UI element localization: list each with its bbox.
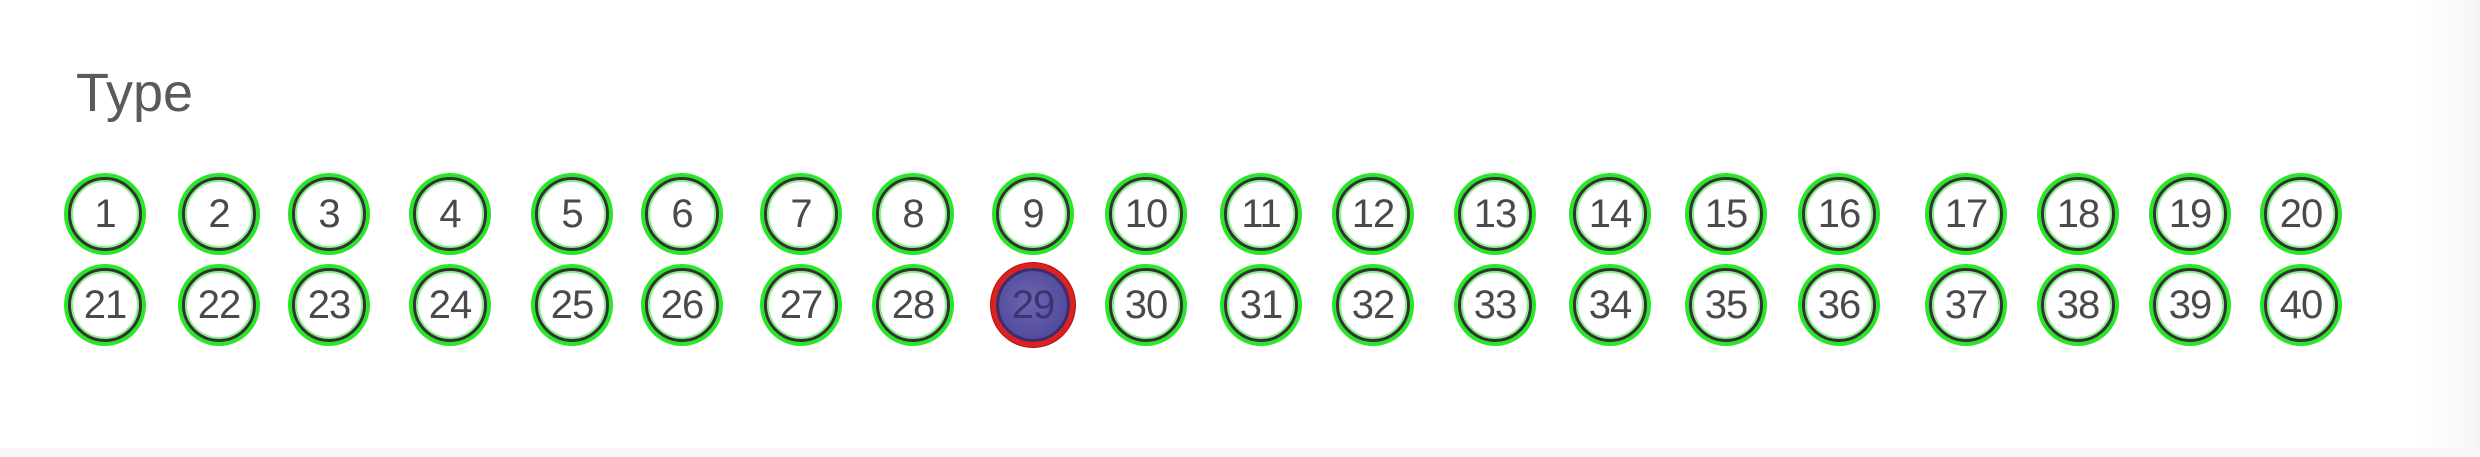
choice-bubble-21[interactable]: 21 <box>68 268 142 342</box>
choice-bubble-37[interactable]: 37 <box>1929 268 2003 342</box>
choice-bubble-28[interactable]: 28 <box>876 268 950 342</box>
choice-bubble-14[interactable]: 14 <box>1573 177 1647 251</box>
choice-bubble-32[interactable]: 32 <box>1336 268 1410 342</box>
choice-bubble-4[interactable]: 4 <box>413 177 487 251</box>
page-bottom-shadow <box>0 448 2480 457</box>
choice-bubble-23[interactable]: 23 <box>292 268 366 342</box>
choice-bubble-13[interactable]: 13 <box>1458 177 1532 251</box>
choice-bubble-35[interactable]: 35 <box>1689 268 1763 342</box>
choice-bubble-16[interactable]: 16 <box>1802 177 1876 251</box>
choice-bubble-7[interactable]: 7 <box>764 177 838 251</box>
section-title: Type <box>76 63 194 123</box>
choice-bubble-17[interactable]: 17 <box>1929 177 2003 251</box>
choice-bubble-22[interactable]: 22 <box>182 268 256 342</box>
choice-bubble-2[interactable]: 2 <box>182 177 256 251</box>
choice-bubble-10[interactable]: 10 <box>1109 177 1183 251</box>
choice-bubble-18[interactable]: 18 <box>2041 177 2115 251</box>
choice-bubble-40[interactable]: 40 <box>2264 268 2338 342</box>
choice-bubble-19[interactable]: 19 <box>2153 177 2227 251</box>
choice-bubble-15[interactable]: 15 <box>1689 177 1763 251</box>
choice-bubble-27[interactable]: 27 <box>764 268 838 342</box>
choice-bubble-30[interactable]: 30 <box>1109 268 1183 342</box>
choice-bubble-3[interactable]: 3 <box>292 177 366 251</box>
choice-bubble-24[interactable]: 24 <box>413 268 487 342</box>
choice-bubble-9[interactable]: 9 <box>996 177 1070 251</box>
choice-bubble-33[interactable]: 33 <box>1458 268 1532 342</box>
choice-bubble-5[interactable]: 5 <box>535 177 609 251</box>
choice-bubble-38[interactable]: 38 <box>2041 268 2115 342</box>
choice-bubble-36[interactable]: 36 <box>1802 268 1876 342</box>
choice-bubble-29[interactable]: 29 <box>996 268 1070 342</box>
choice-bubble-25[interactable]: 25 <box>535 268 609 342</box>
choice-bubble-11[interactable]: 11 <box>1224 177 1298 251</box>
choice-bubble-6[interactable]: 6 <box>645 177 719 251</box>
choice-bubble-34[interactable]: 34 <box>1573 268 1647 342</box>
choice-bubble-1[interactable]: 1 <box>68 177 142 251</box>
choice-bubble-12[interactable]: 12 <box>1336 177 1410 251</box>
choice-bubble-26[interactable]: 26 <box>645 268 719 342</box>
choice-bubble-20[interactable]: 20 <box>2264 177 2338 251</box>
choice-bubble-8[interactable]: 8 <box>876 177 950 251</box>
choice-bubble-39[interactable]: 39 <box>2153 268 2227 342</box>
choice-bubble-31[interactable]: 31 <box>1224 268 1298 342</box>
page-edge-shadow <box>2415 0 2480 457</box>
